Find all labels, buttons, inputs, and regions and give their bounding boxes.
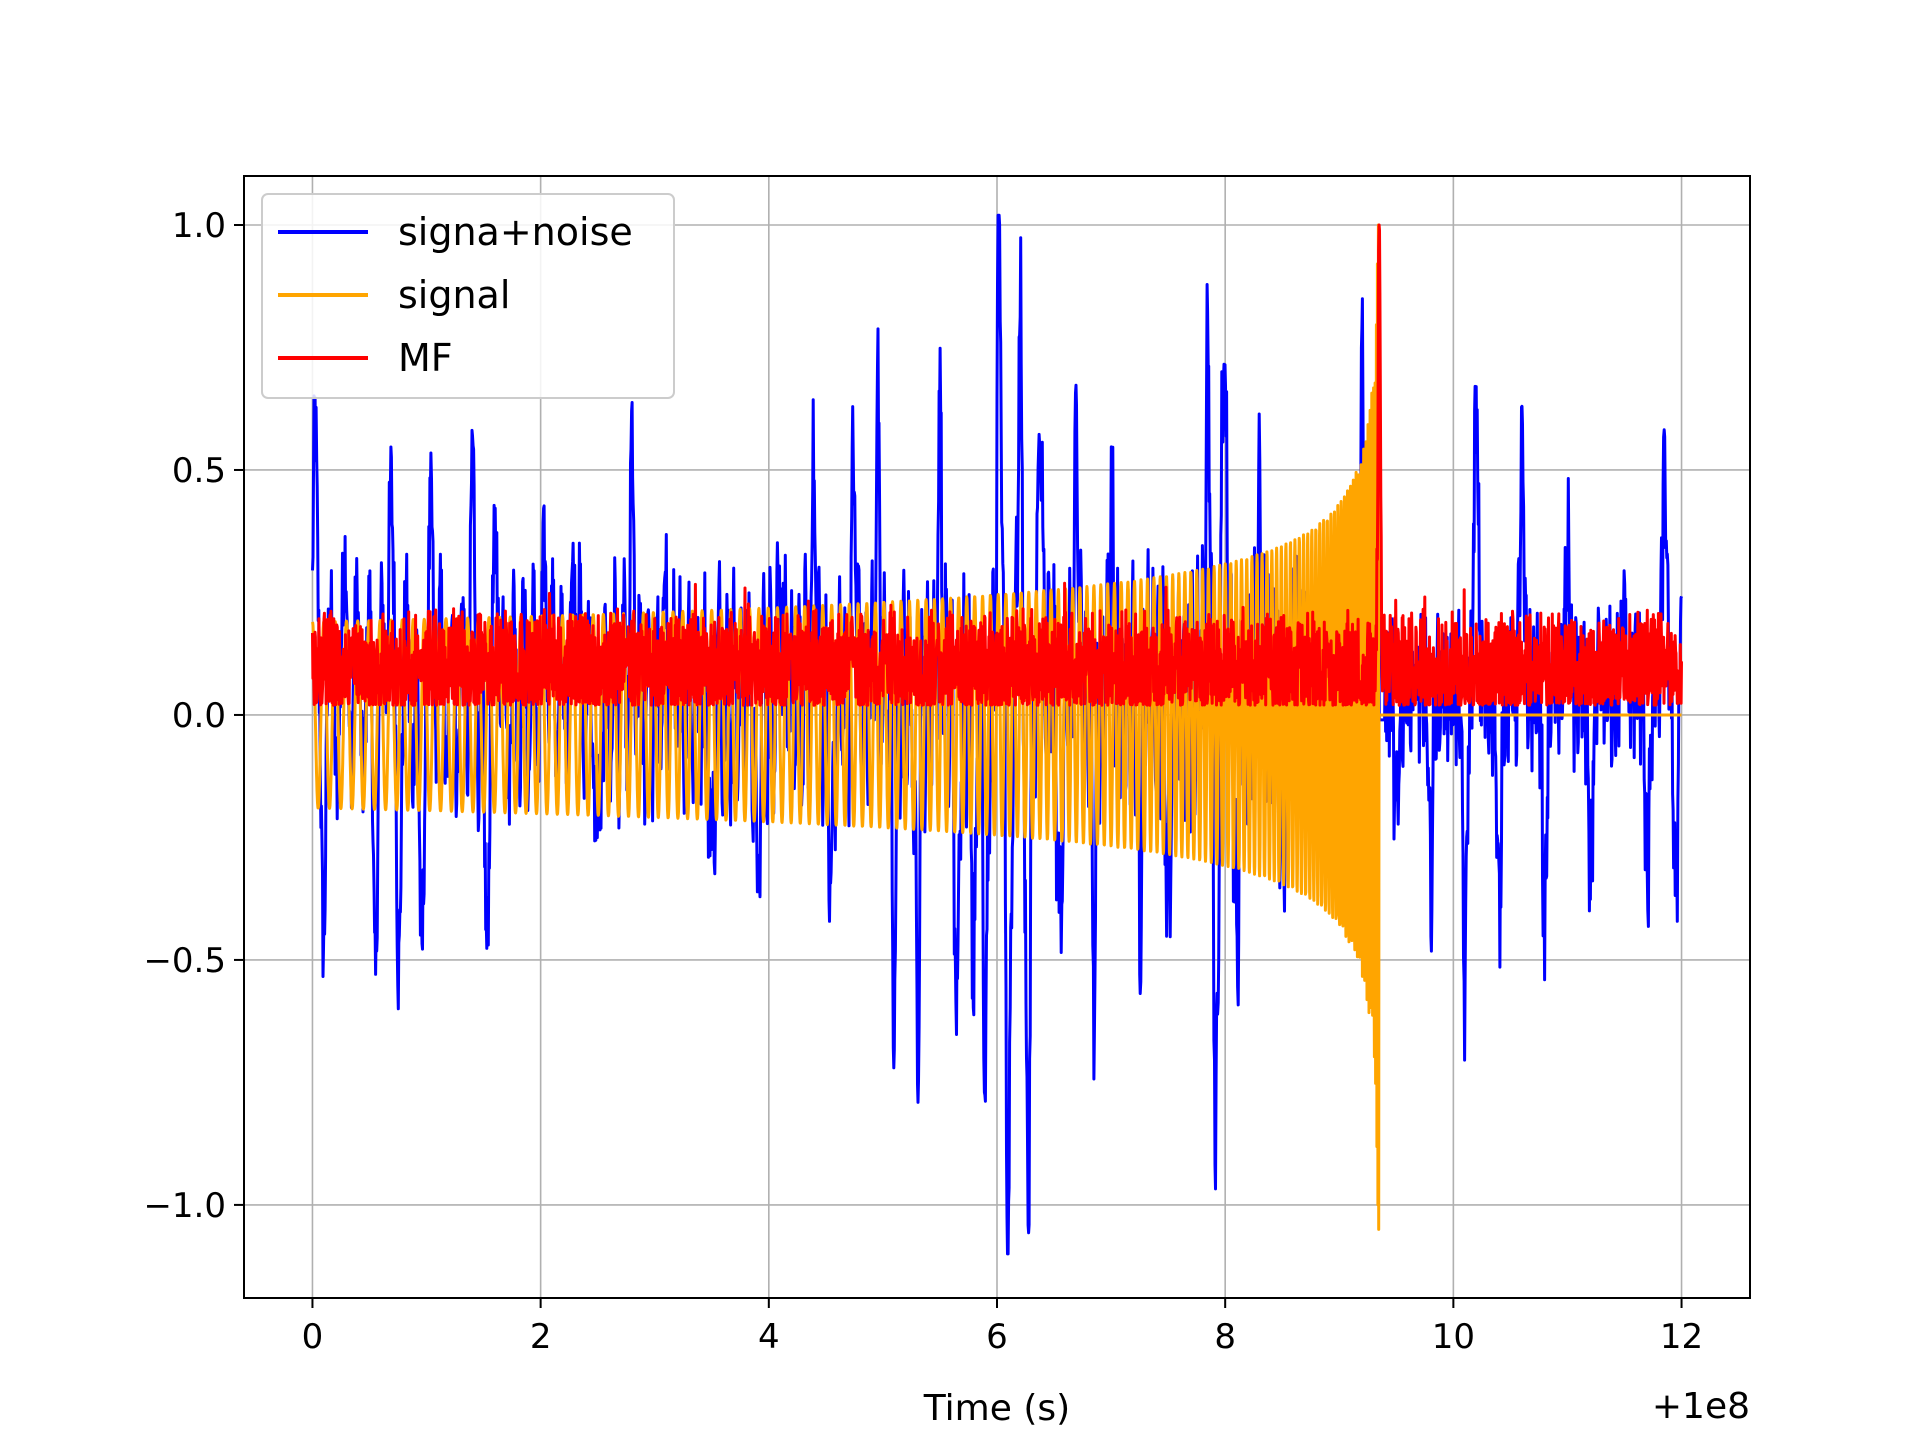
legend-label: MF [398, 336, 453, 380]
y-tick-label: −0.5 [143, 941, 226, 981]
series-mf-line [311, 223, 1683, 707]
x-tick-label: 12 [1660, 1317, 1703, 1357]
x-axis-offset-label: +1e8 [1652, 1386, 1750, 1427]
legend: signa+noise signal MF [261, 193, 675, 399]
legend-label: signal [398, 273, 510, 317]
y-axis: 1.0 0.5 0.0 −0.5 −1.0 [143, 206, 244, 1226]
y-tick-label: 0.0 [172, 696, 226, 736]
legend-label: signa+noise [398, 210, 633, 254]
y-tick-label: −1.0 [143, 1186, 226, 1226]
x-tick-label: 8 [1214, 1317, 1236, 1357]
x-tick-label: 10 [1432, 1317, 1475, 1357]
x-axis: 0 2 4 6 8 10 12 [302, 1298, 1703, 1357]
x-axis-label: Time (s) [923, 1388, 1070, 1429]
x-tick-label: 0 [302, 1317, 324, 1357]
x-tick-label: 2 [530, 1317, 552, 1357]
x-tick-label: 4 [758, 1317, 780, 1357]
legend-box [261, 193, 675, 399]
y-tick-label: 1.0 [172, 206, 226, 246]
y-tick-label: 0.5 [172, 451, 226, 491]
x-tick-label: 6 [986, 1317, 1008, 1357]
plot-series [311, 213, 1683, 1256]
